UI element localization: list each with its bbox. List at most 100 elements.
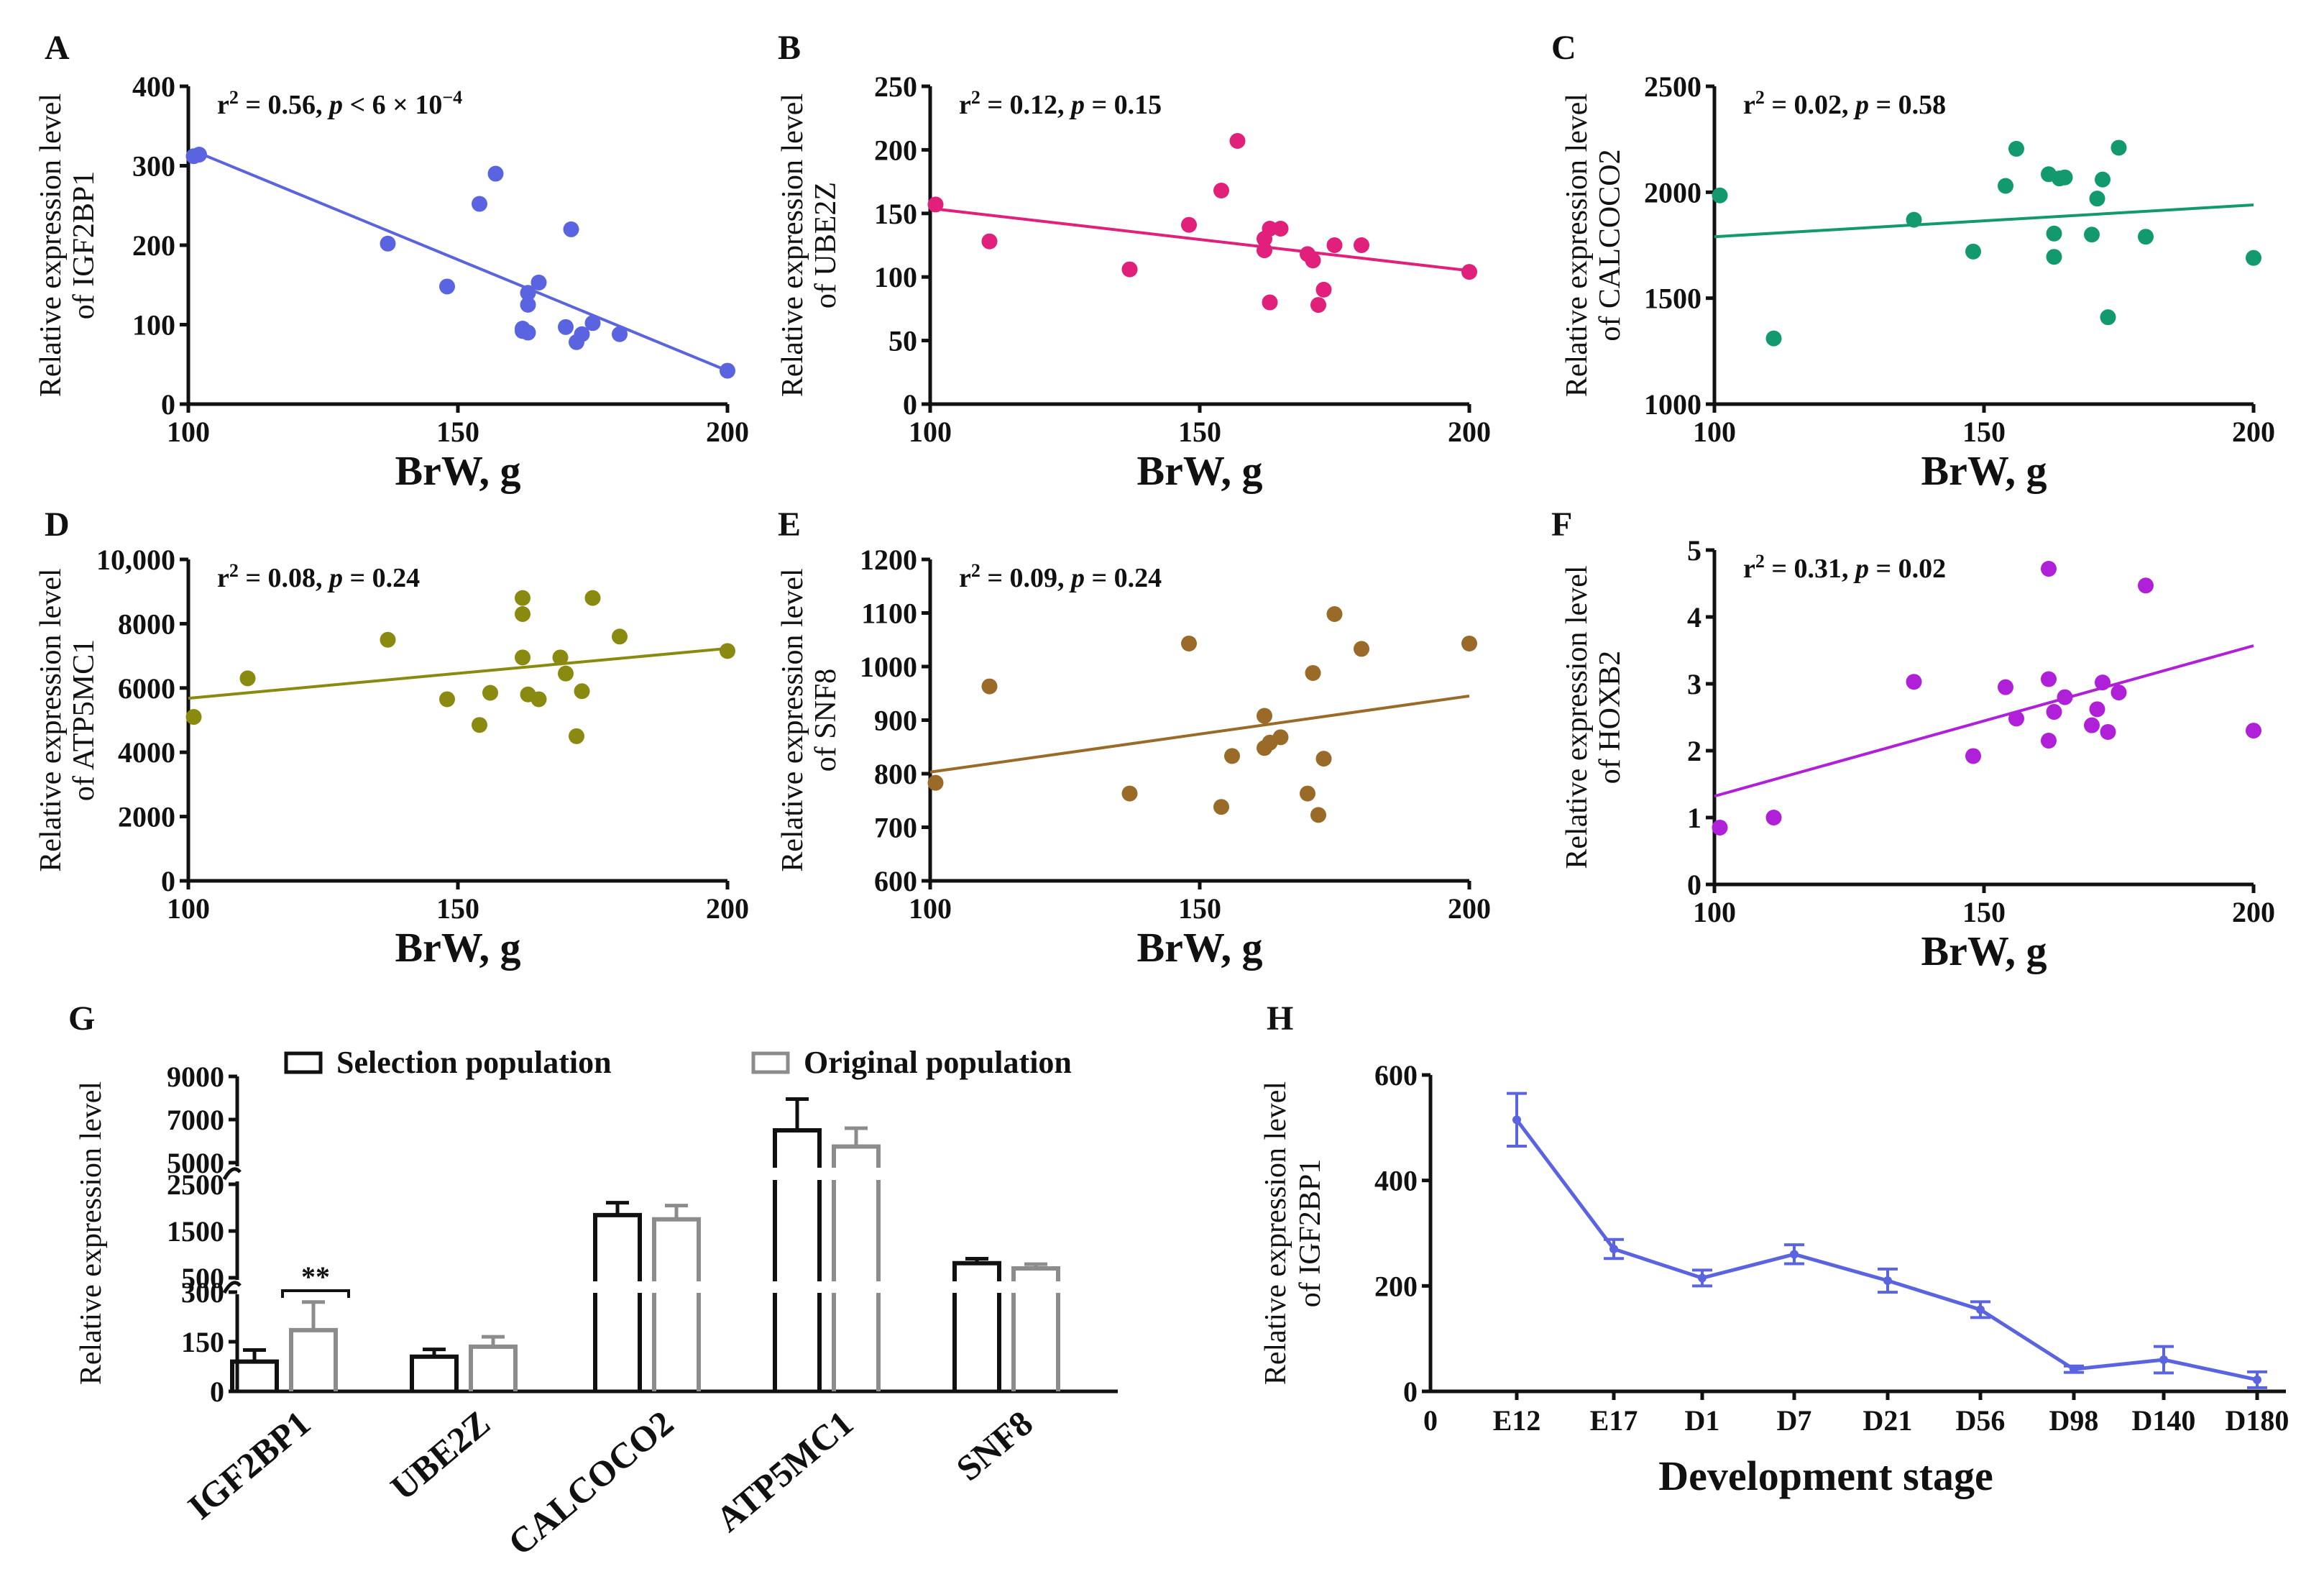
data-point (1461, 264, 1477, 280)
data-point (515, 649, 531, 666)
data-point (1224, 748, 1240, 764)
data-point (1998, 178, 2013, 194)
y-axis-title-line1: Relative expression level (1259, 1081, 1292, 1385)
x-tick-label: D7 (1777, 1404, 1812, 1437)
panel-letter: A (45, 29, 70, 67)
y-axis-title-line1: Relative expression level (1561, 93, 1594, 397)
y-tick-label: 9000 (167, 1061, 224, 1093)
y-axis-title-line1: Relative expression level (1561, 565, 1594, 869)
x-tick-label: 200 (2232, 416, 2275, 448)
y-tick-label: 600 (874, 865, 917, 897)
data-point (185, 709, 202, 726)
data-point (2046, 225, 2062, 242)
data-point (2100, 723, 2116, 740)
data-point (1712, 187, 1728, 203)
x-tick-label: 150 (436, 416, 479, 448)
panel-letter: E (778, 505, 801, 544)
y-axis-title-line1: Relative expression level (776, 93, 809, 397)
y-tick-label: 400 (132, 70, 175, 103)
y-tick-label: 0 (210, 1376, 224, 1408)
stat-annotation: r2 = 0.31, p = 0.02 (1743, 551, 1946, 585)
data-point (380, 235, 396, 252)
data-point (584, 590, 601, 606)
data-point (2057, 169, 2073, 186)
data-point (531, 274, 547, 290)
y-axis-title-line2: of IGF2BP1 (68, 171, 101, 320)
data-point (1229, 133, 1246, 150)
x-origin-label: 0 (1423, 1404, 1438, 1437)
data-point (1181, 216, 1197, 233)
data-point (2246, 250, 2261, 266)
bar (469, 1344, 518, 1391)
y-tick-label: 2 (1687, 735, 1701, 767)
data-point (1257, 242, 1272, 259)
data-point (569, 728, 584, 744)
data-point (1213, 799, 1229, 815)
data-point (2095, 674, 2111, 691)
y-axis-title-line2: of UBE2Z (809, 182, 842, 308)
y-tick-label: 8000 (118, 608, 175, 640)
x-tick-label: 150 (1178, 416, 1221, 448)
y-tick-label: 5000 (167, 1147, 224, 1179)
data-point (515, 590, 531, 606)
x-axis-title: Development stage (1658, 1452, 1993, 1499)
data-point (1272, 221, 1289, 237)
legend-label: Original population (804, 1045, 1072, 1080)
bar (593, 1212, 642, 1391)
x-tick-label: 150 (1178, 892, 1221, 925)
stat-annotation: r2 = 0.12, p = 0.15 (959, 87, 1162, 121)
data-point (1965, 243, 1981, 260)
axis-break-upper (222, 1167, 242, 1181)
y-tick-label: 50 (888, 325, 917, 357)
panel-e: E 600 700 800 900 1000 1100 1200 100 150 200 BrW, g… (776, 505, 1491, 971)
bar-break-gap (831, 1168, 881, 1180)
data-point (2253, 1375, 2261, 1384)
data-point (482, 685, 498, 701)
panel-letter: G (68, 999, 95, 1038)
x-tick-label: D140 (2132, 1404, 2196, 1437)
y-tick-label: 0 (1403, 1376, 1418, 1408)
x-tick-label: D1 (1685, 1404, 1720, 1437)
data-point (487, 165, 504, 182)
data-point (472, 196, 487, 212)
x-tick-label: E17 (1590, 1404, 1638, 1437)
y-tick-label: 150 (181, 1326, 224, 1358)
y-axis-title-line2: of IGF2BP1 (1294, 1159, 1327, 1308)
data-point (472, 717, 487, 733)
panel-letter: H (1267, 999, 1293, 1038)
y-tick-label: 4 (1687, 601, 1701, 633)
data-point (981, 678, 998, 695)
data-point (515, 605, 531, 622)
bar-break-gap (592, 1281, 643, 1293)
data-point (612, 628, 628, 645)
data-point (1305, 664, 1321, 681)
x-axis-title: BrW, g (395, 447, 520, 494)
x-tick-label: 200 (1448, 892, 1491, 925)
panel-letter: B (778, 29, 801, 67)
y-tick-label: 0 (161, 865, 175, 897)
y-tick-label: 2500 (1644, 70, 1701, 103)
x-tick-label: E12 (1493, 1404, 1541, 1437)
bar-break-gap (831, 1281, 881, 1293)
data-point (520, 285, 536, 301)
data-point (1461, 635, 1477, 651)
y-tick-label: 800 (874, 758, 917, 790)
data-point (2008, 140, 2024, 157)
data-point (2008, 710, 2024, 727)
data-point (2041, 671, 2057, 687)
data-point (558, 665, 574, 682)
bar-break-gap (772, 1281, 822, 1293)
data-point (239, 670, 256, 687)
data-point (574, 683, 590, 700)
data-point (584, 315, 601, 331)
data-point (2084, 227, 2100, 243)
data-point (1354, 641, 1369, 657)
x-tick-label: 150 (436, 892, 479, 925)
data-point (1354, 237, 1369, 253)
data-point (439, 691, 455, 708)
data-point (1712, 819, 1728, 836)
data-point (2095, 171, 2111, 188)
